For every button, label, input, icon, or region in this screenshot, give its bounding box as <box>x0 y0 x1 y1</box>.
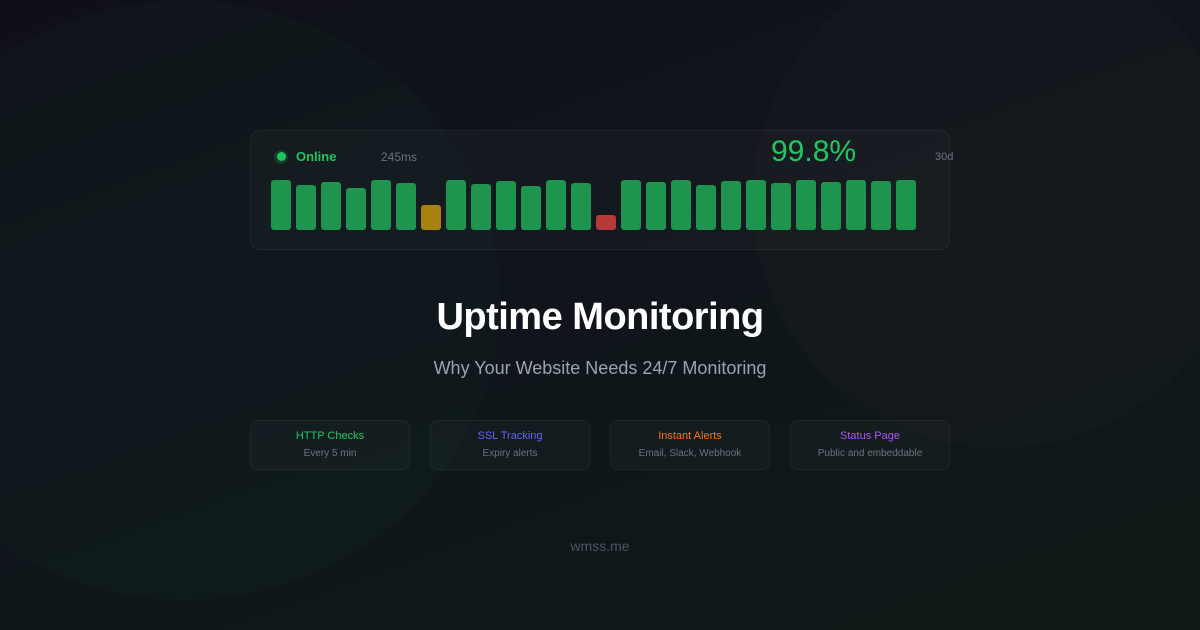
uptime-bar-up <box>296 185 316 230</box>
feature-desc: Public and embeddable <box>817 448 923 459</box>
page-title: Uptime Monitoring <box>436 296 764 338</box>
uptime-bar-up <box>696 185 716 230</box>
uptime-bar-up <box>446 180 466 230</box>
uptime-percentage: 99.8% <box>771 135 857 168</box>
response-time: 245ms <box>381 150 418 164</box>
uptime-bar-up <box>471 184 491 230</box>
uptime-bar-down <box>596 215 616 230</box>
feature-card-status-page: Status Page Public and embeddable <box>790 420 950 470</box>
status-dot-icon <box>274 149 288 164</box>
uptime-bar-up <box>821 182 841 230</box>
period-label: 30d <box>935 151 954 163</box>
uptime-bar-up <box>621 180 641 230</box>
status-indicator: Online <box>274 149 336 164</box>
page-subtitle: Why Your Website Needs 24/7 Monitoring <box>433 358 767 378</box>
uptime-bar-up <box>771 183 791 230</box>
uptime-bar-up <box>346 188 366 230</box>
footer-domain: wmss.me <box>570 538 630 554</box>
uptime-bar-up <box>746 180 766 230</box>
uptime-bar-up <box>896 180 916 230</box>
feature-title: Status Page <box>840 430 900 442</box>
feature-desc: Expiry alerts <box>482 448 538 459</box>
feature-desc: Email, Slack, Webhook <box>638 448 742 459</box>
uptime-bar-up <box>671 180 691 230</box>
feature-title: HTTP Checks <box>295 430 365 442</box>
feature-card-instant-alerts: Instant Alerts Email, Slack, Webhook <box>610 420 770 470</box>
uptime-bar-up <box>796 180 816 230</box>
uptime-bar-up <box>496 181 516 230</box>
uptime-monitor-card: Online 245ms 99.8% 30d <box>250 130 954 250</box>
feature-title: SSL Tracking <box>477 430 543 442</box>
uptime-bar-up <box>571 183 591 230</box>
status-label: Online <box>296 149 337 164</box>
feature-card-ssl-tracking: SSL Tracking Expiry alerts <box>430 420 590 470</box>
uptime-bar-up <box>396 183 416 230</box>
uptime-bar-up <box>721 181 741 230</box>
feature-desc: Every 5 min <box>303 448 357 459</box>
uptime-bar-up <box>271 180 291 230</box>
uptime-bar-up <box>646 182 666 230</box>
uptime-bar-up <box>846 180 866 230</box>
uptime-bar-up <box>521 186 541 230</box>
feature-card-http-checks: HTTP Checks Every 5 min <box>250 420 410 470</box>
uptime-bar-chart <box>271 171 916 230</box>
feature-list: HTTP Checks Every 5 min SSL Tracking Exp… <box>250 420 950 470</box>
uptime-bar-up <box>371 180 391 230</box>
feature-title: Instant Alerts <box>658 430 722 442</box>
uptime-bar-up <box>321 182 341 230</box>
uptime-bar-up <box>871 181 891 230</box>
uptime-bar-degraded <box>421 205 441 230</box>
uptime-bar-up <box>546 180 566 230</box>
